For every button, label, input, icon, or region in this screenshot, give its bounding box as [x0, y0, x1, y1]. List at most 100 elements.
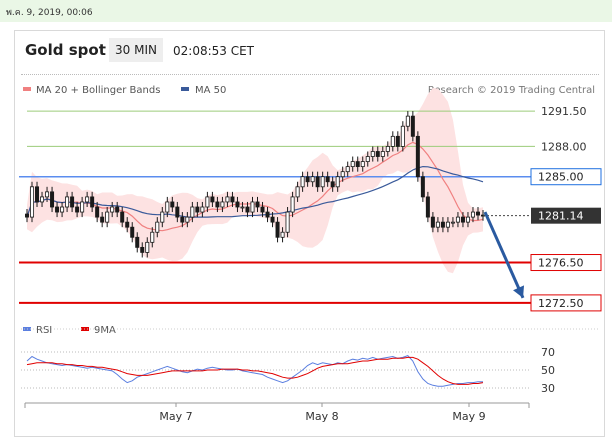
candle-body [225, 196, 230, 203]
x-axis: May 7 May 8 May 9 [24, 402, 530, 423]
candle-body [320, 176, 325, 188]
rsi-axis-label-1: 50 [541, 364, 555, 377]
candle-body [35, 186, 40, 203]
rsi-legend-label: RSI [36, 325, 52, 336]
candle-body [24, 213, 29, 218]
clock-readout: 02:08:53 CET [173, 44, 254, 58]
candle-body [355, 161, 360, 168]
candle-body [425, 196, 430, 218]
candle-body [435, 221, 440, 228]
ma50-line [26, 165, 484, 218]
last-price-label: 1281.14 [538, 210, 584, 223]
header-divider [21, 74, 599, 75]
candle-body [460, 216, 465, 223]
level-label-2: 1285.00 [538, 171, 584, 184]
candle-body [55, 206, 60, 213]
candle-body [110, 206, 115, 213]
candle-body [380, 151, 385, 157]
candle-body [140, 246, 145, 253]
candle-body [400, 125, 405, 147]
candle-body [470, 211, 475, 218]
level-label-0: 1291.50 [541, 105, 587, 118]
x-tick-label-1: May 8 [305, 410, 338, 423]
price-plot-area: 1291.50 1288.00 1285.00 1276.50 1272.50 1281.… [19, 88, 602, 312]
level-label-3: 1276.50 [538, 257, 584, 270]
last-price-tag [531, 207, 601, 224]
candle-body [155, 221, 160, 233]
candle-body [385, 146, 390, 152]
candle-body [105, 211, 110, 223]
candle-body [360, 161, 365, 168]
candle-body [60, 206, 65, 213]
candle-body [275, 221, 280, 238]
rsi-line [26, 355, 483, 387]
candle-body [315, 176, 320, 188]
candle-body [350, 161, 355, 168]
ma20-legend-label: MA 20 + Bollinger Bands [36, 85, 160, 96]
level-tag-3 [530, 254, 602, 272]
price-chart: MA 20 + Bollinger Bands MA 50 Research ©… [19, 85, 602, 423]
forecast-arrow-shaft [483, 211, 525, 299]
candle-body [455, 216, 460, 223]
candle-body [175, 206, 180, 218]
candle-body [250, 201, 255, 213]
level-tag-4 [530, 294, 602, 312]
candle-body [440, 221, 445, 228]
candle-body [280, 231, 285, 238]
candle-body [135, 236, 140, 248]
candle-body [235, 201, 240, 208]
candle-body [430, 216, 435, 228]
candles [24, 111, 485, 258]
candle-body [255, 201, 260, 208]
level-label-1: 1288.00 [541, 140, 587, 153]
candle-body [445, 221, 450, 228]
x-tick-label-2: May 9 [452, 410, 485, 423]
candle-body [80, 201, 85, 213]
candle-body [195, 206, 200, 213]
instrument-title: Gold spot [25, 41, 106, 59]
candle-body [405, 115, 410, 127]
candle-body [390, 135, 395, 147]
candle-body [245, 206, 250, 213]
level-label-4: 1272.50 [538, 297, 584, 310]
candle-body [185, 216, 190, 223]
candle-body [50, 191, 55, 208]
candle-body [415, 135, 420, 178]
candle-body [370, 151, 375, 157]
level-tag-2 [530, 168, 602, 186]
candle-body [170, 201, 175, 208]
candle-body [450, 221, 455, 224]
candle-body [240, 206, 245, 209]
top-bar: พ.ค. 9, 2019, 00:06 [0, 0, 612, 22]
candle-body [325, 176, 330, 183]
candle-body [285, 211, 290, 233]
candle-body [265, 211, 270, 218]
candle-body [290, 196, 295, 213]
candle-body [160, 211, 165, 223]
chart-card: Gold spot 30 MIN 02:08:53 CET MA 20 + Bo… [14, 30, 605, 437]
candle-body [145, 241, 150, 253]
candle-body [30, 186, 35, 218]
ma50-legend-swatch [181, 87, 189, 91]
candle-body [300, 176, 305, 188]
candle-body [345, 166, 350, 173]
candle-body [65, 196, 70, 208]
candle-body [130, 226, 135, 238]
rsi-axis-label-2: 30 [541, 382, 555, 395]
candle-body [420, 176, 425, 198]
candle-body [200, 206, 205, 213]
candle-body [220, 201, 225, 208]
candle-body [395, 135, 400, 147]
candle-body [295, 186, 300, 198]
forecast-arrow-head [513, 285, 525, 298]
rsi-ma-line [26, 356, 484, 385]
candle-body [165, 201, 170, 213]
candle-body [310, 176, 315, 183]
candle-body [330, 181, 335, 188]
candle-body [150, 231, 155, 243]
interval-badge[interactable]: 30 MIN [109, 38, 163, 62]
rsi-axis-label-0: 70 [541, 346, 555, 359]
candle-body [40, 196, 45, 203]
candle-body [340, 171, 345, 178]
ma20-line [26, 141, 484, 232]
